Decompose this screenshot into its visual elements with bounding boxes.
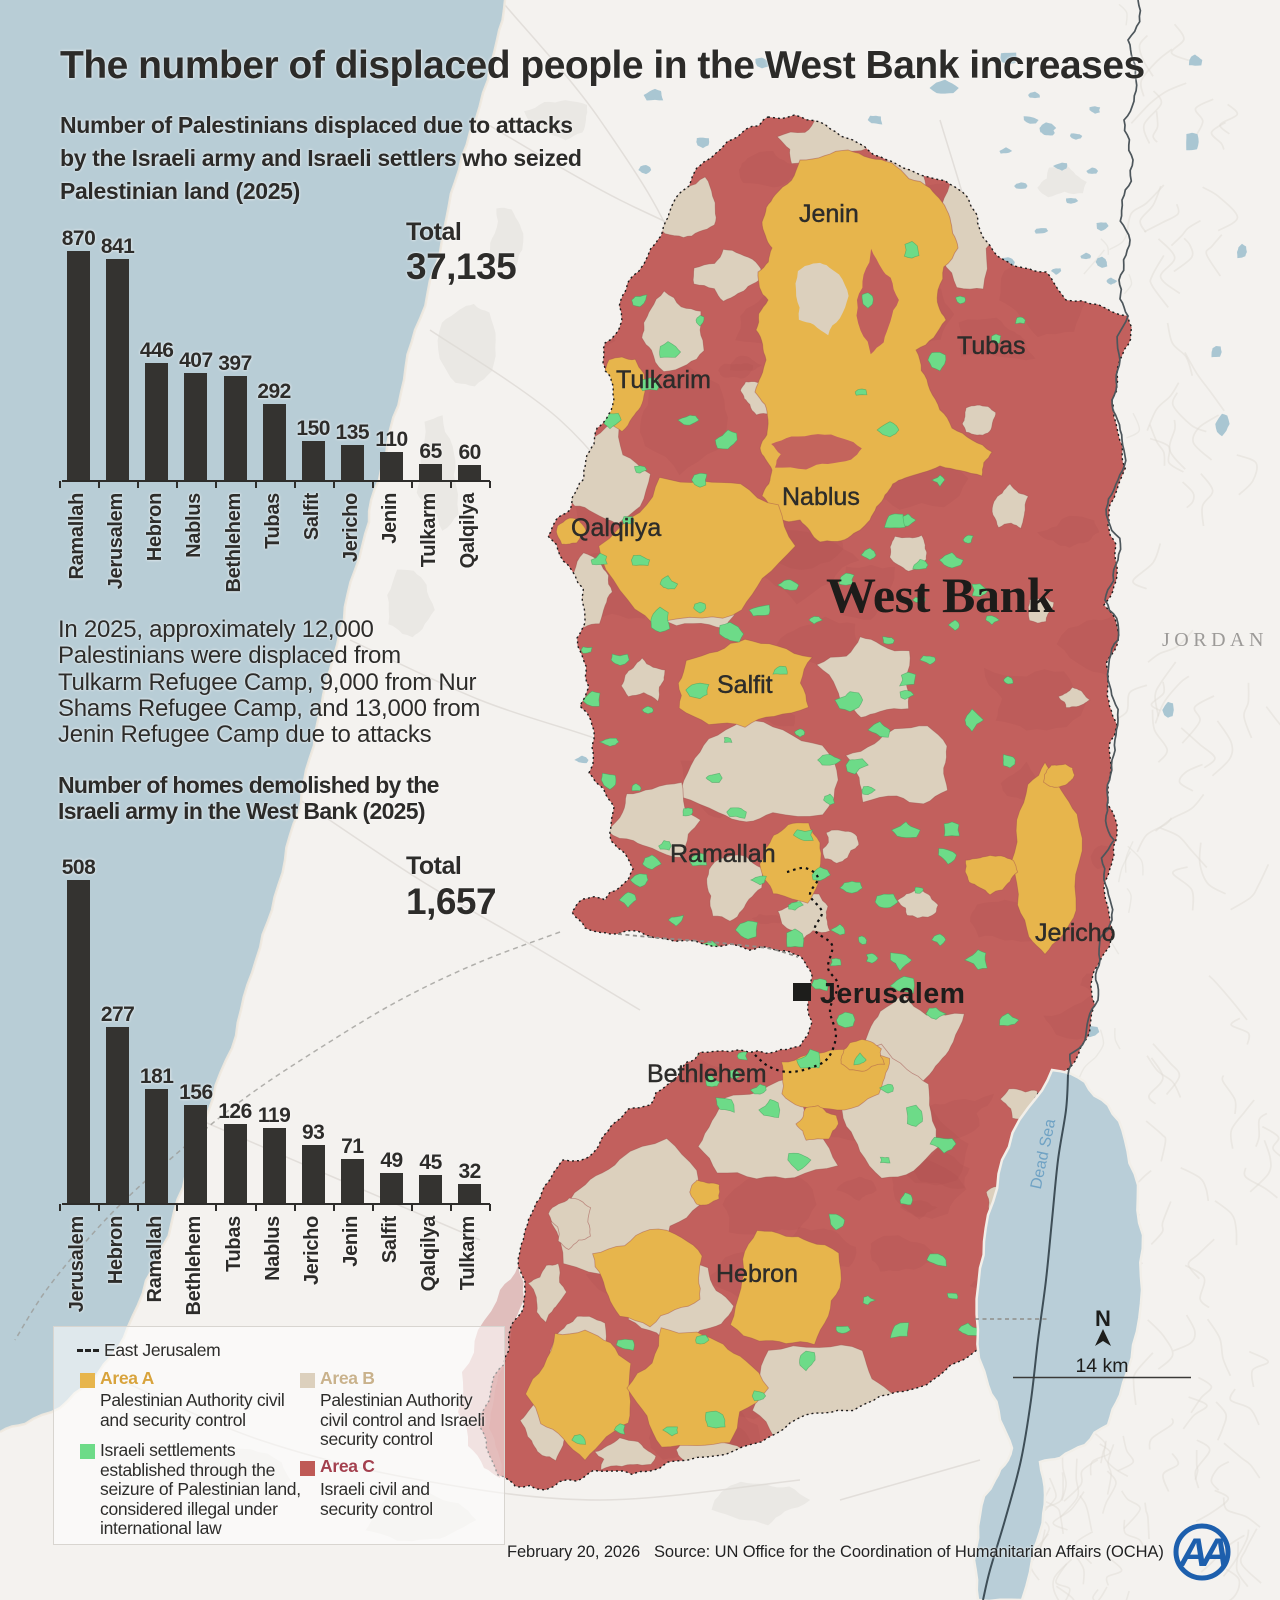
- svg-text:Jericho: Jericho: [1035, 919, 1116, 947]
- svg-text:West Bank: West Bank: [826, 567, 1055, 623]
- svg-text:JORDAN: JORDAN: [1162, 629, 1268, 651]
- svg-text:14 km: 14 km: [1075, 1355, 1128, 1377]
- svg-text:Hebron: Hebron: [716, 1260, 798, 1288]
- svg-text:Tulkarim: Tulkarim: [616, 366, 711, 394]
- svg-text:Salfit: Salfit: [717, 671, 773, 699]
- svg-text:Nablus: Nablus: [782, 483, 860, 511]
- svg-text:N: N: [1095, 1306, 1111, 1331]
- svg-text:AA: AA: [1178, 1531, 1227, 1575]
- svg-text:Jenin: Jenin: [799, 200, 859, 228]
- svg-text:Tubas: Tubas: [957, 332, 1026, 360]
- svg-text:Ramallah: Ramallah: [670, 840, 776, 868]
- svg-text:Jerusalem: Jerusalem: [820, 978, 966, 1010]
- svg-text:Bethlehem: Bethlehem: [647, 1060, 767, 1088]
- svg-text:Qalqilya: Qalqilya: [571, 514, 661, 542]
